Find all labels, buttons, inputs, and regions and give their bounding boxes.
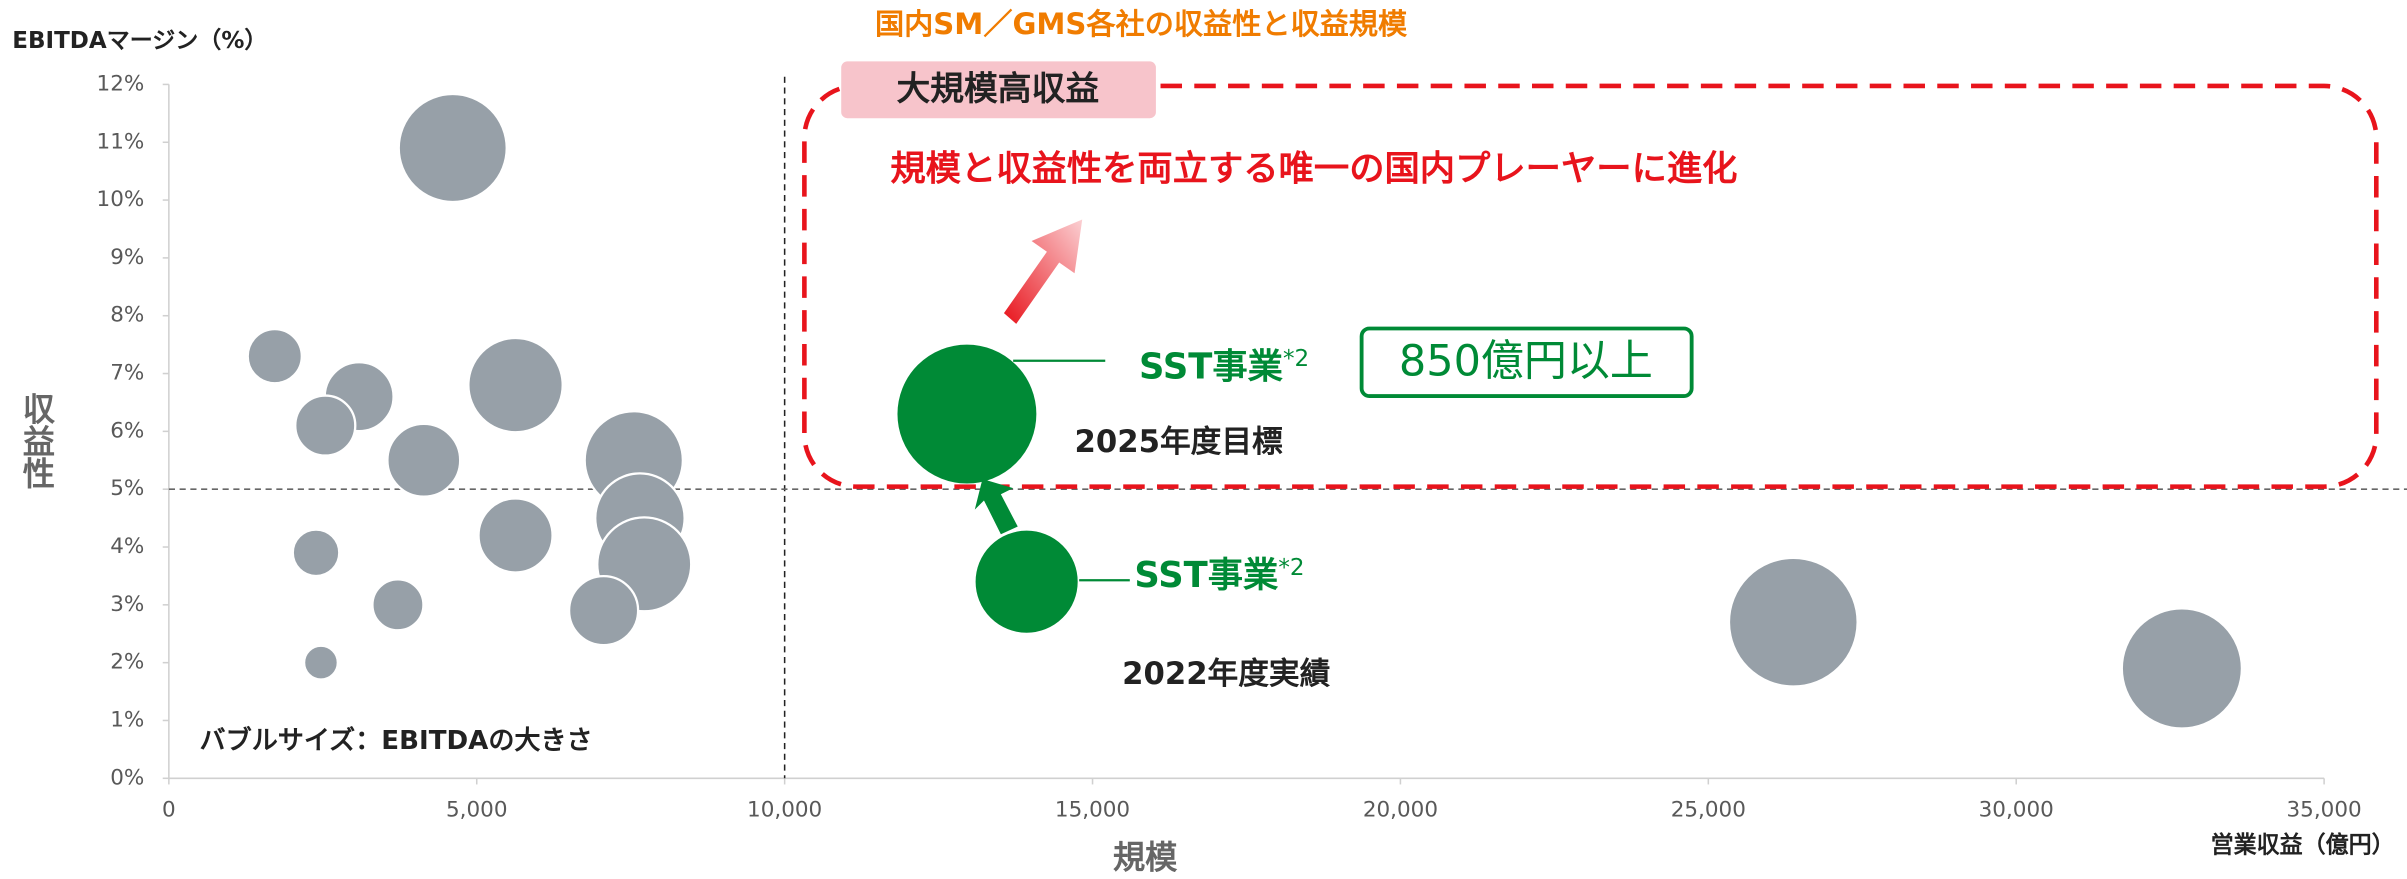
y-axis-label: EBITDAマージン（%） bbox=[12, 27, 267, 54]
bubble bbox=[1727, 556, 1859, 688]
x-tick-label: 35,000 bbox=[2287, 798, 2362, 823]
y-tick-label: 4% bbox=[110, 534, 144, 559]
bubble bbox=[895, 342, 1039, 486]
y-tick-label: 10% bbox=[97, 187, 145, 212]
highlight-box bbox=[841, 61, 1156, 119]
point-label: SST事業*2 bbox=[1139, 346, 1309, 388]
y-axis-title: 収益性 bbox=[18, 392, 56, 489]
target-box bbox=[1359, 326, 1694, 398]
y-tick-label: 5% bbox=[110, 476, 144, 501]
bubble bbox=[291, 528, 341, 578]
arrow bbox=[1003, 219, 1083, 324]
bubble bbox=[567, 574, 640, 647]
bubble bbox=[371, 578, 425, 632]
y-tick-label: 3% bbox=[110, 592, 144, 617]
y-tick-label: 9% bbox=[110, 245, 144, 270]
y-tick-label: 11% bbox=[97, 129, 145, 154]
x-tick-label: 20,000 bbox=[1363, 798, 1438, 823]
x-axis-label: 営業収益（億円） bbox=[2211, 831, 2395, 858]
x-tick-label: 10,000 bbox=[747, 798, 822, 823]
highlight-text: 規模と収益性を両立する唯一の国内プレーヤーに進化 bbox=[890, 148, 1737, 189]
x-axis-title: 規模 bbox=[1113, 839, 1178, 877]
x-tick-label: 25,000 bbox=[1671, 798, 1746, 823]
bubble bbox=[302, 644, 339, 681]
bubble bbox=[246, 327, 303, 385]
y-tick-label: 2% bbox=[110, 650, 144, 675]
x-tick-label: 5,000 bbox=[446, 798, 508, 823]
arrow bbox=[974, 478, 1018, 535]
highlight-box-label: 大規模高収益 bbox=[897, 69, 1100, 108]
point-label: SST事業*2 bbox=[1134, 554, 1304, 596]
y-tick-label: 6% bbox=[110, 418, 144, 443]
bubble bbox=[477, 497, 554, 574]
bubble bbox=[386, 422, 462, 498]
y-tick-label: 0% bbox=[110, 765, 144, 790]
y-tick-label: 8% bbox=[110, 303, 144, 328]
x-tick-label: 30,000 bbox=[1979, 798, 2054, 823]
bubble bbox=[2120, 607, 2244, 730]
bubble bbox=[467, 336, 564, 434]
highlight-region bbox=[802, 83, 2379, 489]
chart-title: 国内SM／GMS各社の収益性と収益規模 bbox=[875, 7, 1408, 41]
bubble bbox=[397, 92, 508, 204]
x-tick-label: 15,000 bbox=[1055, 798, 1130, 823]
point-label: 2022年度実績 bbox=[1122, 657, 1330, 692]
bubble bbox=[973, 528, 1080, 636]
y-tick-label: 12% bbox=[97, 71, 145, 96]
y-tick-label: 7% bbox=[110, 361, 144, 386]
size-note: バブルサイズ：EBITDAの大きさ bbox=[200, 725, 593, 756]
point-label: 2025年度目標 bbox=[1075, 425, 1283, 460]
y-tick-label: 1% bbox=[110, 707, 144, 732]
target-label: 850億円以上 bbox=[1399, 336, 1653, 386]
bubble bbox=[294, 394, 357, 457]
x-tick-label: 0 bbox=[162, 798, 176, 823]
